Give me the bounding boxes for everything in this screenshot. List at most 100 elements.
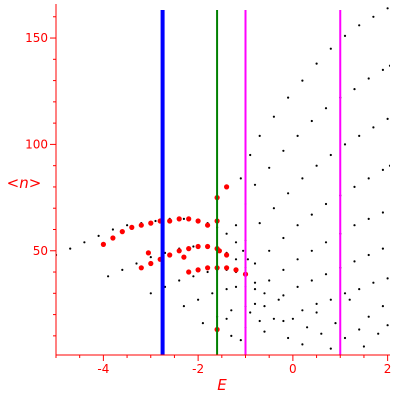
x-tick-label: -2 (192, 362, 204, 376)
data-point (287, 192, 290, 195)
data-point (301, 309, 304, 312)
data-point (253, 183, 257, 186)
data-point (296, 224, 299, 227)
data-point (310, 249, 313, 252)
data-point (381, 68, 384, 71)
data-point (186, 269, 192, 275)
data-point (249, 311, 252, 314)
data-point (386, 277, 389, 280)
data-point (358, 24, 361, 27)
data-point (386, 7, 389, 10)
data-point (176, 216, 182, 222)
data-point (282, 268, 285, 271)
data-point (206, 270, 209, 274)
data-point (310, 119, 313, 123)
data-point (195, 243, 201, 250)
data-point (296, 134, 299, 137)
axes: -4 -2 0 2 50 100 150 (25, 4, 391, 376)
data-point (372, 281, 375, 284)
data-point (258, 222, 261, 225)
data-point (282, 149, 285, 152)
data-point (186, 216, 192, 222)
data-point (272, 317, 275, 320)
data-point (362, 345, 365, 348)
data-point (205, 222, 211, 228)
data-point (234, 241, 238, 244)
series-6 (239, 7, 389, 180)
data-point (343, 292, 347, 295)
data-point (225, 317, 228, 320)
data-point (324, 241, 328, 244)
data-point (110, 235, 116, 241)
data-point (268, 279, 271, 282)
series-12 (301, 277, 389, 312)
data-point (197, 298, 200, 301)
data-point (138, 222, 144, 228)
data-point (367, 217, 370, 220)
data-point (154, 219, 157, 223)
data-point (224, 252, 230, 258)
data-point (181, 254, 187, 260)
data-point (301, 177, 304, 180)
data-point (343, 34, 347, 38)
data-point (329, 153, 332, 157)
data-point (386, 117, 389, 120)
data-point (135, 262, 138, 265)
data-point (277, 298, 280, 301)
data-point (343, 143, 347, 146)
data-point (107, 275, 110, 278)
data-point (192, 275, 195, 278)
data-point (381, 247, 384, 250)
data-point (386, 324, 389, 327)
data-point (167, 218, 173, 224)
data-point (358, 328, 361, 331)
x-axis-label: E (217, 376, 227, 394)
data-point (176, 248, 182, 254)
data-point (69, 247, 72, 250)
data-point (186, 246, 192, 252)
data-point (149, 292, 152, 295)
data-point (148, 220, 154, 226)
data-point (315, 302, 318, 305)
series-16 (186, 265, 249, 277)
data-point (287, 336, 290, 340)
data-point (233, 267, 239, 273)
data-point (301, 343, 304, 346)
data-point (334, 322, 337, 325)
x-tick-label: 0 (289, 362, 297, 376)
y-axis-label: <n> (7, 174, 42, 192)
data-point (205, 265, 211, 271)
data-point (268, 249, 271, 252)
plot-area (56, 7, 390, 355)
data-point (388, 64, 390, 67)
data-point (381, 305, 384, 308)
series-13 (225, 298, 389, 350)
data-point (282, 319, 285, 323)
data-point (343, 336, 347, 340)
data-point (367, 77, 370, 80)
data-point (367, 315, 370, 318)
data-point (126, 224, 129, 227)
x-tick-label: 2 (384, 362, 392, 376)
data-point (353, 224, 356, 227)
data-point (268, 166, 271, 169)
data-point (111, 228, 114, 231)
data-point (119, 229, 125, 235)
data-point (216, 248, 222, 254)
data-point (315, 62, 318, 65)
data-point (239, 339, 242, 342)
data-point (306, 326, 309, 329)
data-point (234, 224, 238, 227)
data-point (138, 265, 144, 271)
data-point (100, 241, 106, 247)
data-point (296, 285, 299, 288)
y-tick-label: 150 (25, 31, 48, 45)
data-point (329, 298, 332, 301)
data-point (192, 245, 195, 248)
series-11 (282, 247, 384, 297)
y-tick-label: 100 (25, 137, 48, 151)
data-point (353, 185, 356, 188)
data-point (211, 292, 214, 295)
data-point (372, 126, 375, 129)
